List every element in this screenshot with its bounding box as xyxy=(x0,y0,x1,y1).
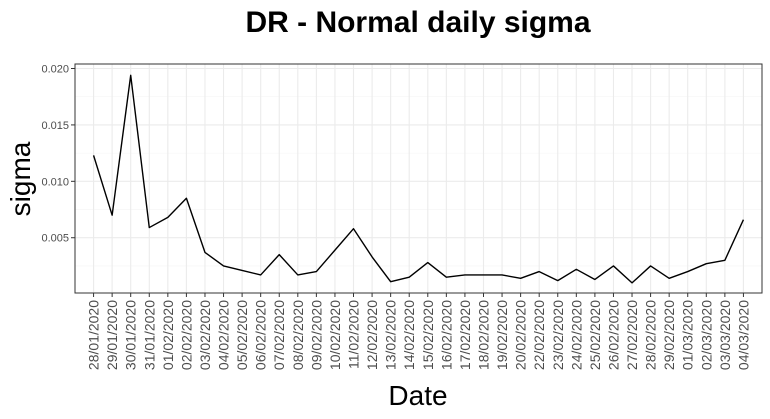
x-tick-label: 05/02/2020 xyxy=(234,300,250,370)
x-tick-label: 11/02/2020 xyxy=(346,300,362,369)
x-tick-label: 13/02/2020 xyxy=(383,300,399,370)
x-tick-label: 29/01/2020 xyxy=(104,300,120,370)
x-tick-label: 25/02/2020 xyxy=(587,300,603,370)
y-tick-label: 0.015 xyxy=(41,120,69,132)
x-axis-title: Date xyxy=(388,380,447,411)
x-tick-label: 24/02/2020 xyxy=(568,300,584,370)
x-tick-label: 06/02/2020 xyxy=(253,300,269,370)
x-tick-label: 02/03/2020 xyxy=(698,300,714,370)
x-tick-label: 01/03/2020 xyxy=(680,300,696,370)
x-tick-label: 09/02/2020 xyxy=(308,300,324,370)
x-tick-label: 03/02/2020 xyxy=(197,300,213,370)
x-tick-label: 27/02/2020 xyxy=(624,300,640,370)
x-tick-label: 04/03/2020 xyxy=(735,300,751,370)
x-tick-label: 17/02/2020 xyxy=(457,300,473,370)
plot-area: 0.005 0.010 0.015 0.020 28/01/2020 29/01/2020… xyxy=(41,63,763,370)
x-tick-label: 16/02/2020 xyxy=(438,300,454,370)
x-tick-label: 23/02/2020 xyxy=(550,300,566,370)
x-tick-label: 15/02/2020 xyxy=(420,300,436,370)
x-tick-label: 19/02/2020 xyxy=(494,300,510,370)
y-tick-label: 0.005 xyxy=(41,233,69,245)
x-tick-label: 29/02/2020 xyxy=(661,300,677,370)
x-tick-label: 01/02/2020 xyxy=(160,300,176,370)
x-tick-label: 30/01/2020 xyxy=(123,300,139,370)
x-tick-label: 12/02/2020 xyxy=(364,300,380,370)
x-tick-label: 22/02/2020 xyxy=(531,300,547,370)
x-tick-label: 28/02/2020 xyxy=(643,300,659,370)
panel-border xyxy=(74,63,763,294)
x-tick-label: 03/03/2020 xyxy=(717,300,733,370)
x-tick-label: 14/02/2020 xyxy=(401,300,417,370)
y-tick-label: 0.010 xyxy=(41,176,69,188)
x-tick-label: 31/01/2020 xyxy=(141,300,157,370)
x-tick-label: 08/02/2020 xyxy=(290,300,306,370)
x-tick-label: 07/02/2020 xyxy=(271,300,287,370)
x-tick-label: 26/02/2020 xyxy=(605,300,621,370)
x-tick-label: 02/02/2020 xyxy=(178,300,194,370)
x-tick-label: 10/02/2020 xyxy=(327,300,343,370)
x-tick-label: 28/01/2020 xyxy=(86,300,102,370)
series-line xyxy=(92,74,745,284)
x-tick-label: 18/02/2020 xyxy=(475,300,491,370)
panel-background xyxy=(75,64,762,293)
x-tick-label: 04/02/2020 xyxy=(216,300,232,370)
y-tick-label: 0.020 xyxy=(41,64,69,76)
y-axis-title: sigma xyxy=(5,141,36,216)
x-tick-label: 20/02/2020 xyxy=(513,300,529,370)
chart-title: DR - Normal daily sigma xyxy=(245,6,590,39)
